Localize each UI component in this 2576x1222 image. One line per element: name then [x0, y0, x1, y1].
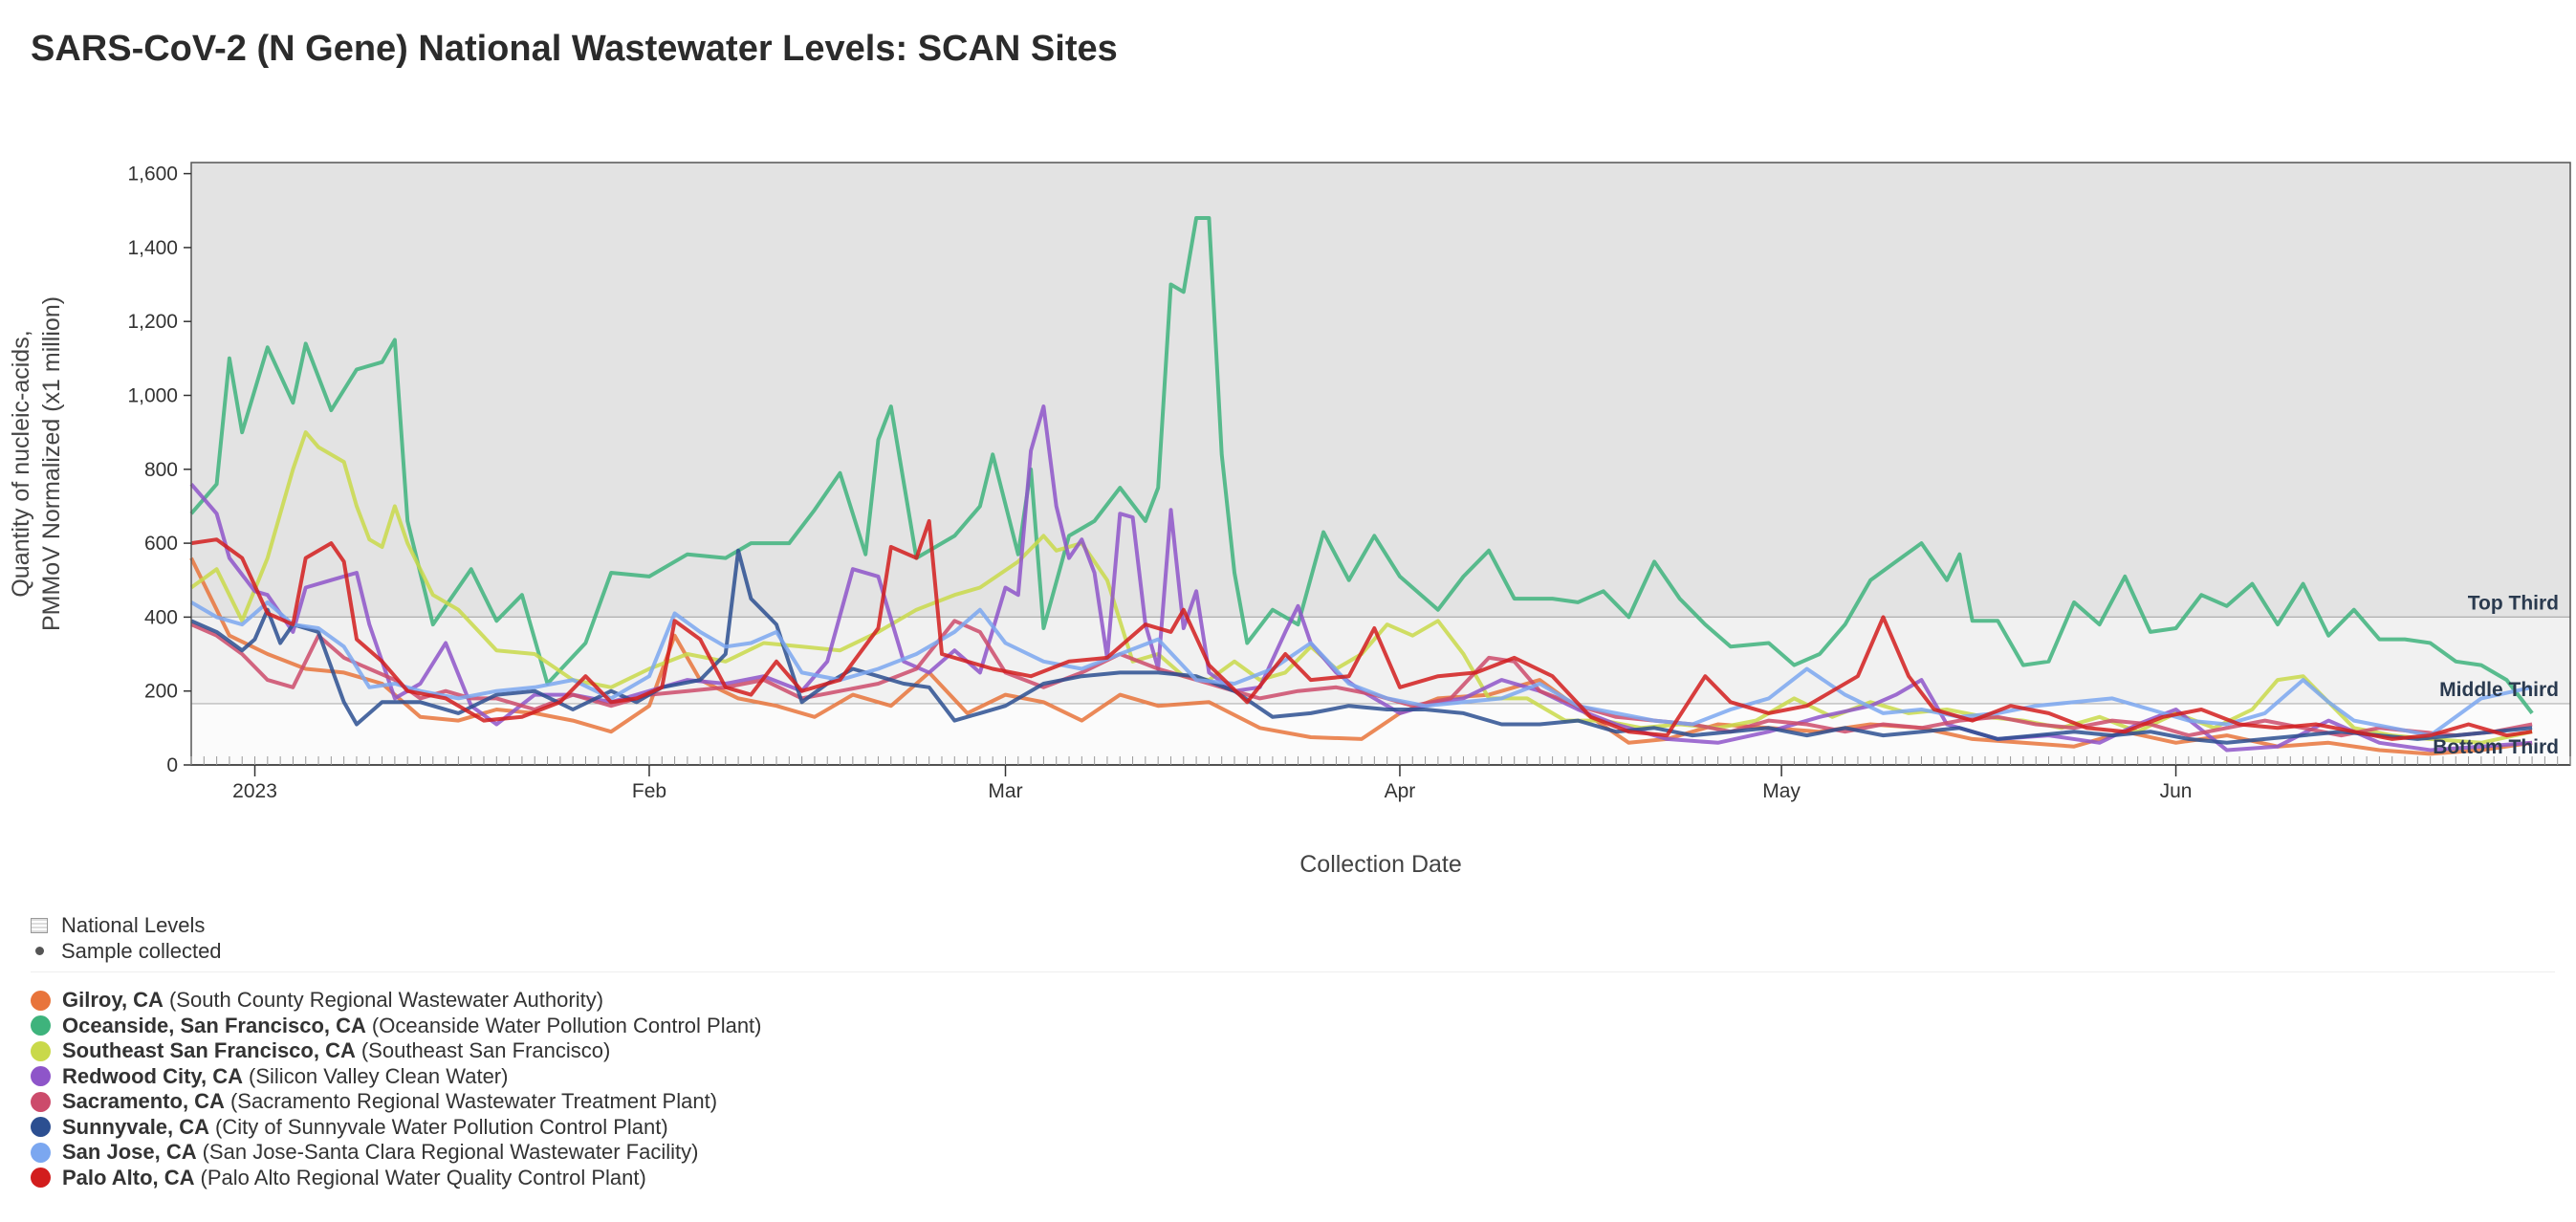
series-line-1: [189, 216, 2534, 715]
legend-facility-name: (San Jose-Santa Clara Regional Wastewate…: [202, 1140, 699, 1165]
legend-item-0[interactable]: Gilroy, CA (South County Regional Wastewa…: [31, 988, 2555, 1014]
y-tick-label: 1,000: [127, 384, 178, 406]
y-tick-label: 1,200: [127, 311, 178, 333]
y-axis-title: Quantity of nucleic-acids,: [8, 330, 34, 597]
y-tick-label: 1,400: [127, 237, 178, 259]
y-axis-title: PMMoV Normalized (x1 million): [38, 296, 65, 631]
legend-national-levels-label: National Levels: [61, 913, 206, 938]
legend-sample-collected[interactable]: Sample collected: [31, 939, 2555, 965]
band-0: [191, 163, 2570, 618]
national-levels-swatch-icon: [31, 918, 48, 934]
legend-national-levels[interactable]: National Levels: [31, 913, 2555, 939]
legend-site-name: Sacramento, CA: [62, 1089, 225, 1114]
chart: Top Third Middle Third Bottom Third 0 200 400…: [8, 162, 2571, 878]
series-line-4: [190, 619, 2533, 738]
legend-item-2[interactable]: Southeast San Francisco, CA (Southeast Sa…: [31, 1038, 2555, 1064]
y-tick-label: 600: [144, 533, 178, 555]
x-tick-label: Mar: [988, 780, 1022, 802]
legend-facility-name: (Palo Alto Regional Water Quality Contro…: [200, 1165, 646, 1189]
x-tick-label: Feb: [632, 780, 666, 802]
legend-site-name: Gilroy, CA: [62, 988, 164, 1013]
legend-site-name: Palo Alto, CA: [62, 1165, 195, 1189]
legend-site-name: Oceanside, San Francisco, CA: [62, 1013, 366, 1037]
legend-site-name: San Jose, CA: [62, 1140, 197, 1165]
legend-item-4[interactable]: Sacramento, CA (Sacramento Regional Waste…: [31, 1089, 2555, 1115]
legend-sample-collected-label: Sample collected: [61, 938, 222, 963]
page-title: SARS-CoV-2 (N Gene) National Wastewater …: [31, 29, 1118, 69]
site-legend-list: Gilroy, CA (South County Regional Wastewa…: [31, 988, 2555, 1190]
x-axis-title: Collection Date: [1299, 851, 1462, 878]
legend-dot-icon: [31, 990, 51, 1011]
legend-divider: [31, 971, 2555, 972]
legend-item-1[interactable]: Oceanside, San Francisco, CA (Oceanside W…: [31, 1014, 2555, 1039]
x-tick-label: May: [1762, 780, 1801, 802]
y-tick-label: 200: [144, 681, 178, 703]
legend-facility-name: (South County Regional Wastewater Author…: [168, 988, 604, 1013]
series-line-6: [189, 600, 2533, 738]
y-tick-label: 800: [144, 459, 178, 481]
legend-item-7[interactable]: Palo Alto, CA (Palo Alto Regional Water Q…: [31, 1166, 2555, 1191]
legend-site-name: Redwood City, CA: [62, 1063, 244, 1088]
legend: National Levels Sample collected Gilroy,…: [31, 913, 2555, 1190]
y-tick-label: 1,600: [127, 164, 178, 185]
series-line-5: [190, 548, 2533, 745]
legend-dot-icon: [31, 1015, 51, 1037]
legend-dot-icon: [31, 1142, 51, 1163]
band-label-1: Middle Third: [2439, 679, 2559, 701]
legend-item-3[interactable]: Redwood City, CA (Silicon Valley Clean Wa…: [31, 1064, 2555, 1090]
legend-facility-name: (Southeast San Francisco): [360, 1038, 611, 1063]
legend-facility-name: (Sacramento Regional Wastewater Treatmen…: [229, 1089, 718, 1114]
legend-dot-icon: [31, 1066, 51, 1087]
y-tick-label: 0: [166, 754, 178, 776]
legend-item-5[interactable]: Sunnyvale, CA (City of Sunnyvale Water Po…: [31, 1115, 2555, 1141]
legend-site-name: Southeast San Francisco, CA: [62, 1038, 356, 1063]
y-tick-label: 400: [144, 606, 178, 628]
band-label-2: Bottom Third: [2433, 736, 2559, 758]
legend-facility-name: (Oceanside Water Pollution Control Plant…: [371, 1013, 762, 1037]
legend-item-6[interactable]: San Jose, CA (San Jose-Santa Clara Region…: [31, 1140, 2555, 1166]
band-label-0: Top Third: [2468, 592, 2559, 614]
series-line-7: [190, 518, 2533, 741]
x-tick-label: Jun: [2160, 780, 2193, 802]
x-tick-label: Apr: [1385, 780, 1416, 802]
legend-dot-icon: [31, 1040, 51, 1061]
legend-facility-name: (Silicon Valley Clean Water): [249, 1063, 509, 1088]
x-tick-label: 2023: [232, 780, 277, 802]
legend-dot-icon: [31, 1117, 51, 1138]
legend-site-name: Sunnyvale, CA: [62, 1114, 210, 1139]
sample-dot-icon: [35, 947, 44, 956]
legend-facility-name: (City of Sunnyvale Water Pollution Contr…: [215, 1114, 668, 1139]
legend-dot-icon: [31, 1091, 51, 1112]
legend-dot-icon: [31, 1167, 51, 1189]
